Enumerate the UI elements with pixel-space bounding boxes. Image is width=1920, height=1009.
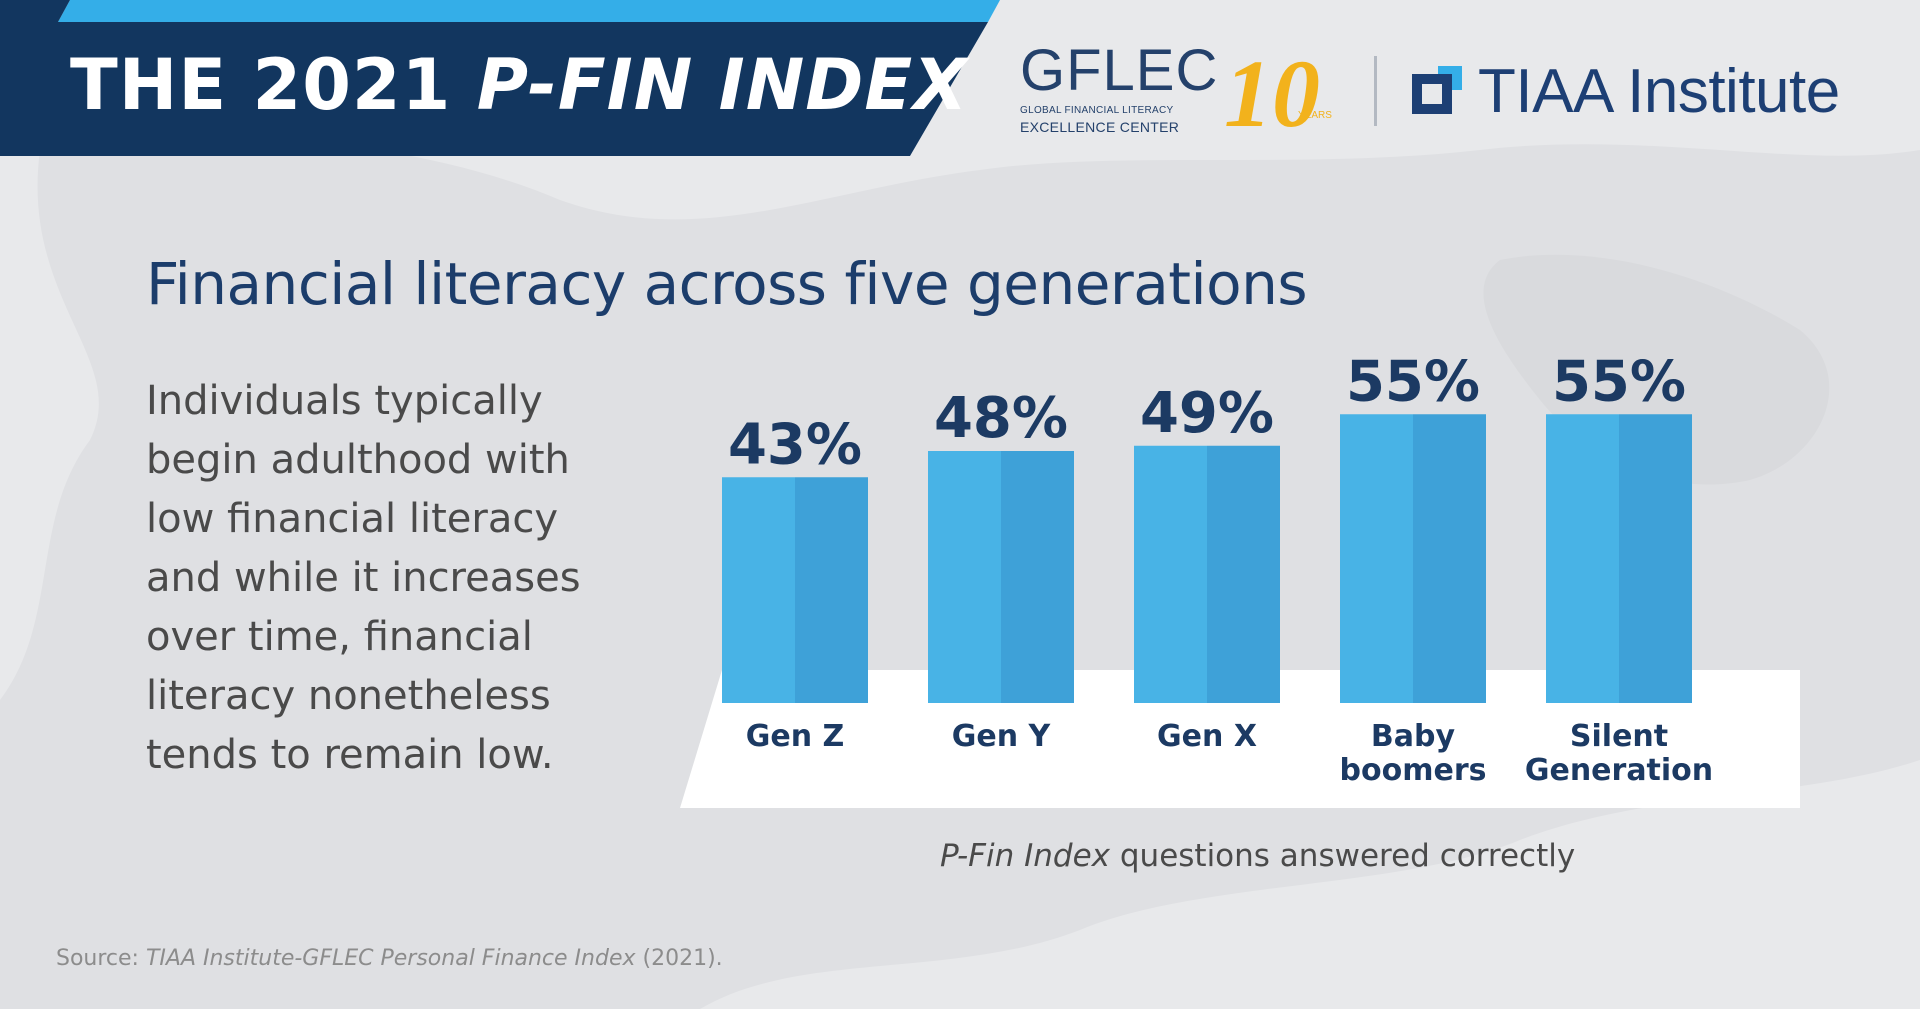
bar-shade-gen-z: [795, 477, 868, 703]
tiaa-institute-wordmark: TIAA Institute: [1478, 57, 1840, 126]
header-title-prefix: THE 2021: [70, 44, 477, 126]
source-title: TIAA Institute-GFLEC Personal Finance In…: [145, 946, 636, 971]
gflec-subtitle-line1: GLOBAL FINANCIAL LITERACY: [1020, 105, 1174, 116]
gflec-logo: GFLEC GLOBAL FINANCIAL LITERACY EXCELLEN…: [1020, 38, 1219, 135]
bar-baby-boomers: [1340, 414, 1413, 703]
banner-shape: [0, 0, 1000, 156]
category-label: boomers: [1340, 753, 1487, 788]
page-title: Financial literacy across five generatio…: [146, 250, 1308, 318]
ten-years-number: 10: [1224, 42, 1320, 138]
banner-top-panel: [0, 0, 70, 22]
chart-axis-caption: P-Fin Index questions answered correctly: [940, 838, 1575, 874]
source-note: Source: TIAA Institute-GFLEC Personal Fi…: [56, 946, 723, 971]
ten-years-word: YEARS: [1298, 110, 1332, 121]
bar-silent-generation: [1546, 414, 1619, 703]
source-prefix: Source:: [56, 946, 146, 971]
banner-dark-panel: [0, 22, 988, 156]
category-label: Baby: [1371, 719, 1456, 754]
data-label: 55%: [1552, 349, 1686, 414]
source-suffix: (2021).: [635, 946, 723, 971]
category-label: Gen Z: [746, 719, 845, 754]
bar-shade-gen-y: [1001, 451, 1074, 703]
description-text: Individuals typically begin adulthood wi…: [146, 378, 581, 778]
logo-divider: [1374, 56, 1377, 126]
bar-shade-gen-x: [1207, 445, 1280, 703]
header-banner: THE 2021 P-FIN INDEX: [0, 0, 1080, 156]
header-title: THE 2021 P-FIN INDEX: [70, 44, 968, 126]
data-label: 43%: [728, 412, 862, 477]
gflec-wordmark: GFLEC: [1020, 38, 1219, 103]
ten-years-emblem: 10 YEARS: [1224, 42, 1332, 138]
gflec-subtitle-line2: EXCELLENCE CENTER: [1020, 119, 1180, 135]
category-label: Silent: [1570, 719, 1668, 754]
axis-caption-rest: questions answered correctly: [1110, 838, 1576, 874]
bar-shade-silent-generation: [1619, 414, 1692, 703]
category-label: Gen Y: [952, 719, 1052, 754]
data-label: 49%: [1140, 381, 1274, 446]
tiaa-logo-mark: [1412, 66, 1462, 114]
banner-accent-stripe: [58, 0, 1000, 22]
header-title-emphasis: P-FIN INDEX: [476, 44, 969, 126]
bar-gen-x: [1134, 445, 1207, 703]
bar-shade-baby-boomers: [1413, 414, 1486, 703]
bar-gen-z: [722, 477, 795, 703]
data-label: 48%: [934, 386, 1068, 451]
chart-base-platform: [680, 670, 1800, 808]
axis-caption-index: P-Fin Index: [940, 838, 1111, 874]
data-label: 55%: [1346, 349, 1480, 414]
bar-gen-y: [928, 451, 1001, 703]
category-label: Generation: [1525, 753, 1713, 788]
category-label: Gen X: [1157, 719, 1257, 754]
